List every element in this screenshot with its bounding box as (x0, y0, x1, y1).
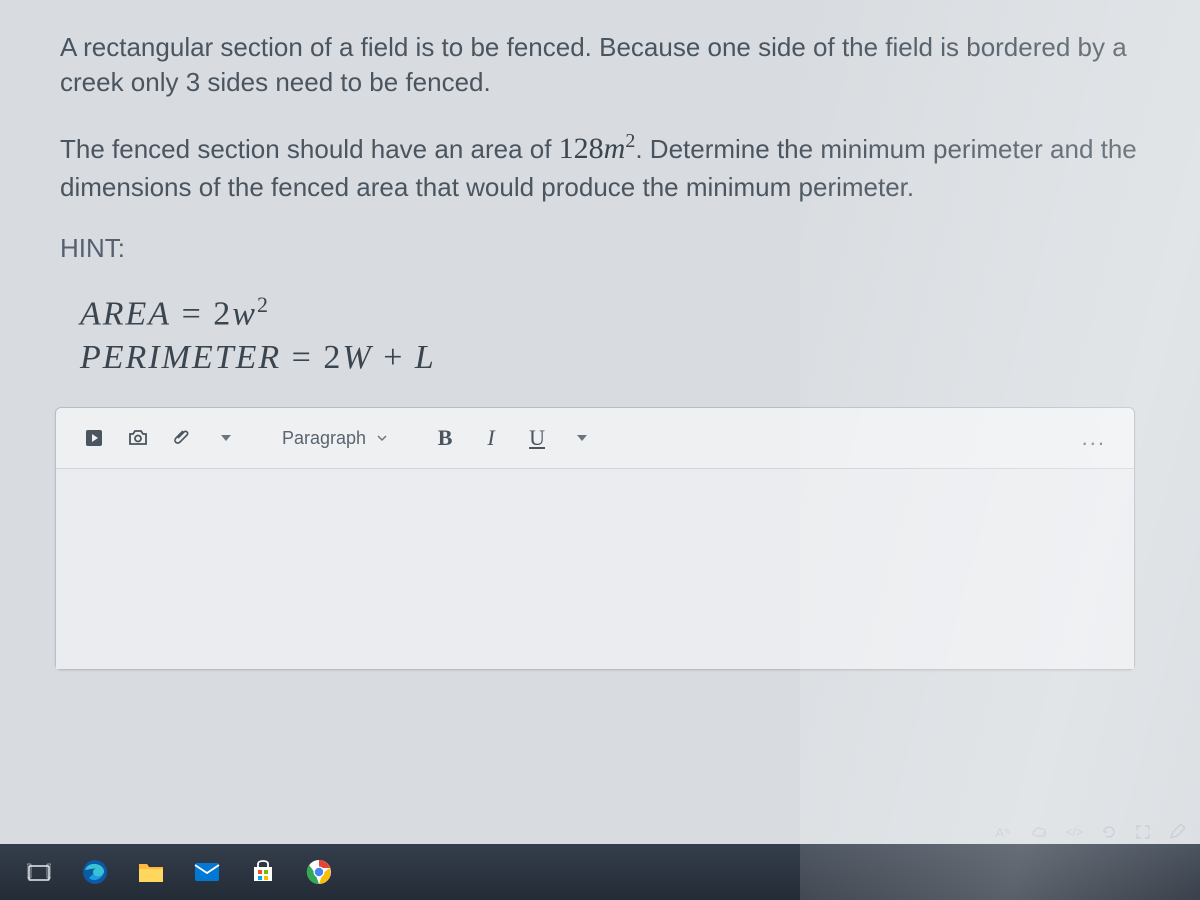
format-dropdown[interactable] (564, 420, 600, 456)
mail-icon (193, 861, 221, 883)
chevron-down-icon (221, 435, 231, 441)
formula-area-lhs: AREA (80, 295, 171, 332)
play-button[interactable] (76, 420, 112, 456)
tray-cloud-icon[interactable] (1030, 825, 1048, 839)
question-content: A rectangular section of a field is to b… (0, 0, 1200, 377)
attachment-dropdown[interactable] (208, 420, 244, 456)
edge-icon (81, 858, 109, 886)
mail-button[interactable] (180, 848, 234, 896)
tray-code-icon[interactable]: </> (1066, 825, 1083, 839)
chrome-icon (306, 859, 332, 885)
attachment-icon (173, 429, 191, 447)
more-options-button[interactable]: ... (1074, 425, 1114, 451)
area-math-value: 128m2 (559, 132, 636, 165)
edge-browser-button[interactable] (68, 848, 122, 896)
italic-button[interactable]: I (472, 420, 510, 456)
windows-taskbar (0, 844, 1200, 900)
tray-text-icon[interactable]: A✎ (995, 825, 1011, 840)
camera-icon (128, 430, 148, 446)
chrome-button[interactable] (292, 848, 346, 896)
tray-refresh-icon[interactable] (1101, 824, 1117, 840)
store-icon (250, 859, 276, 885)
question-para2-pre: The fenced section should have an area o… (60, 134, 559, 164)
play-icon (85, 429, 103, 447)
system-tray: A✎ </> (995, 824, 1185, 840)
paragraph-style-selector[interactable]: Paragraph (274, 420, 396, 456)
area-unit-exp: 2 (625, 130, 635, 152)
bold-button[interactable]: B (426, 420, 464, 456)
equals-sign: = (182, 295, 214, 332)
formula-perim-rhs: 2W + L (323, 339, 435, 376)
question-paragraph-1: A rectangular section of a field is to b… (60, 30, 1140, 100)
formula-block: AREA = 2w2 PERIMETER = 2W + L (80, 292, 1140, 377)
formula-perimeter: PERIMETER = 2W + L (80, 339, 1140, 377)
store-button[interactable] (236, 848, 290, 896)
tray-pen-icon[interactable] (1169, 824, 1185, 840)
area-number: 128 (559, 132, 604, 165)
chevron-down-icon (577, 435, 587, 441)
question-paragraph-2: The fenced section should have an area o… (60, 128, 1140, 205)
formula-area-coef: 2 (213, 295, 232, 332)
formula-area-exp: 2 (257, 292, 270, 317)
underline-button[interactable]: U (518, 420, 556, 456)
folder-icon (137, 860, 165, 884)
chevron-down-icon (376, 434, 388, 442)
equals-sign: = (292, 339, 324, 376)
camera-button[interactable] (120, 420, 156, 456)
attachment-button[interactable] (164, 420, 200, 456)
editor-textarea[interactable] (56, 469, 1134, 669)
file-explorer-button[interactable] (124, 848, 178, 896)
editor-toolbar: Paragraph B I U ... (56, 408, 1134, 469)
hint-label: HINT: (60, 233, 1140, 264)
formula-area: AREA = 2w2 (80, 292, 1140, 333)
area-unit-base: m (604, 132, 626, 165)
taskview-button[interactable] (12, 848, 66, 896)
formula-perim-lhs: PERIMETER (80, 339, 281, 376)
rich-text-editor: Paragraph B I U ... (55, 407, 1135, 670)
formula-area-var: w (232, 295, 257, 332)
tray-expand-icon[interactable] (1135, 824, 1151, 840)
taskview-icon (27, 862, 51, 882)
paragraph-label: Paragraph (282, 428, 366, 449)
